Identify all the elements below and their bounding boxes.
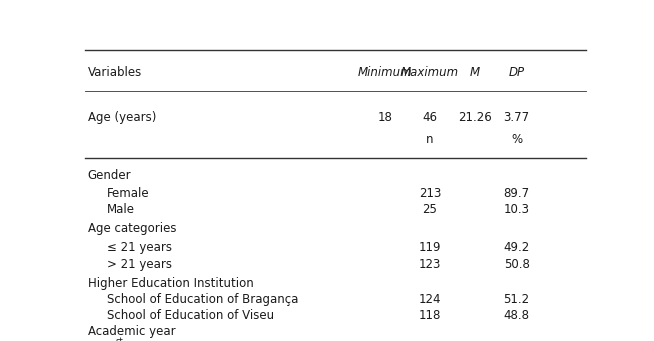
Text: 46: 46 xyxy=(422,110,438,123)
Text: Higher Education Institution: Higher Education Institution xyxy=(88,277,254,290)
Text: School of Education of Bragança: School of Education of Bragança xyxy=(107,293,298,306)
Text: Age (years): Age (years) xyxy=(88,110,156,123)
Text: Age categories: Age categories xyxy=(88,222,177,235)
Text: 21.26: 21.26 xyxy=(458,110,491,123)
Text: 25: 25 xyxy=(422,203,438,216)
Text: Female: Female xyxy=(107,187,150,200)
Text: Maximum: Maximum xyxy=(401,66,459,79)
Text: Gender: Gender xyxy=(88,169,131,182)
Text: DP: DP xyxy=(509,66,525,79)
Text: 89.7: 89.7 xyxy=(504,187,530,200)
Text: 123: 123 xyxy=(419,258,441,271)
Text: 118: 118 xyxy=(419,309,441,322)
Text: 50.8: 50.8 xyxy=(504,258,530,271)
Text: 51.2: 51.2 xyxy=(504,293,530,306)
Text: st: st xyxy=(116,337,124,341)
Text: 10.3: 10.3 xyxy=(504,203,530,216)
Text: 18: 18 xyxy=(377,110,392,123)
Text: ≤ 21 years: ≤ 21 years xyxy=(107,240,172,254)
Text: Variables: Variables xyxy=(88,66,142,79)
Text: 213: 213 xyxy=(419,187,441,200)
Text: 49.2: 49.2 xyxy=(504,240,530,254)
Text: Minimum: Minimum xyxy=(358,66,412,79)
Text: 48.8: 48.8 xyxy=(504,309,530,322)
Text: > 21 years: > 21 years xyxy=(107,258,172,271)
Text: 3.77: 3.77 xyxy=(504,110,530,123)
Text: Male: Male xyxy=(107,203,135,216)
Text: 119: 119 xyxy=(419,240,441,254)
Text: n: n xyxy=(426,133,434,146)
Text: School of Education of Viseu: School of Education of Viseu xyxy=(107,309,274,322)
Text: %: % xyxy=(511,133,522,146)
Text: Academic year: Academic year xyxy=(88,325,175,338)
Text: 124: 124 xyxy=(419,293,441,306)
Text: M: M xyxy=(470,66,479,79)
